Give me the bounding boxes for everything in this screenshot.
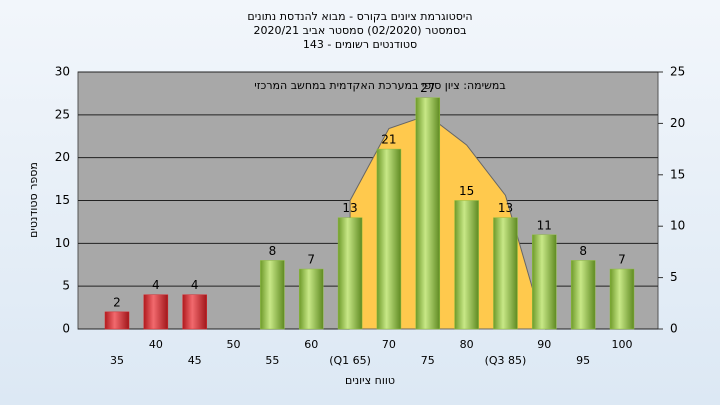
- bar: [415, 97, 441, 330]
- bar: [493, 217, 518, 330]
- y2-tick-label: 25: [670, 65, 685, 79]
- x-tick-label: 40: [149, 338, 163, 351]
- x-tick-label: (Q3 85): [485, 354, 527, 367]
- y2-tick-label: 15: [670, 167, 685, 181]
- y-axis-label: מספר סטודנטים: [27, 162, 40, 238]
- data-label: 15: [459, 184, 474, 198]
- bar: [570, 260, 596, 330]
- annotation: במשימה: ציון סופי במערכת האקדמית במחשב ה…: [254, 79, 505, 92]
- y-tick-label: 25: [55, 107, 70, 121]
- y-tick-label: 10: [55, 236, 70, 250]
- x-tick-label: 75: [421, 354, 435, 367]
- bar: [182, 294, 207, 330]
- data-label: 8: [579, 244, 587, 258]
- y-tick-label: 0: [62, 322, 70, 336]
- y2-tick-label: 0: [670, 322, 678, 336]
- data-label: 7: [618, 253, 626, 267]
- bar: [609, 268, 635, 330]
- y2-tick-label: 10: [670, 219, 685, 233]
- chart-subtitle: סטודנטים רשומים - 143: [303, 38, 417, 51]
- y2-tick-label: 5: [670, 270, 678, 284]
- x-tick-label: 45: [188, 354, 202, 367]
- data-label: 7: [307, 253, 315, 267]
- data-label: 8: [269, 244, 277, 258]
- y-tick-label: 30: [55, 65, 70, 79]
- x-tick-label: (Q1 65): [329, 354, 371, 367]
- x-tick-label: 80: [460, 338, 474, 351]
- x-tick-label: 100: [612, 338, 633, 351]
- bar: [260, 260, 285, 330]
- data-label: 21: [381, 133, 396, 147]
- data-label: 13: [342, 201, 357, 215]
- x-tick-label: 50: [227, 338, 241, 351]
- chart-subtitle: בסמסטר (02/2020) סמסטר אביב 2020/21: [253, 24, 466, 37]
- bar: [376, 148, 402, 330]
- y2-tick-label: 20: [670, 116, 685, 130]
- bar: [104, 311, 130, 330]
- bar: [143, 294, 169, 330]
- x-tick-label: 95: [576, 354, 590, 367]
- bar: [454, 200, 479, 330]
- data-label: 13: [498, 201, 513, 215]
- bar: [337, 217, 363, 330]
- bar: [532, 234, 557, 330]
- x-tick-label: 90: [537, 338, 551, 351]
- y-tick-label: 15: [55, 193, 70, 207]
- data-label: 27: [420, 81, 435, 95]
- y-tick-label: 20: [55, 150, 70, 164]
- data-label: 11: [537, 218, 552, 232]
- data-label: 4: [152, 278, 160, 292]
- x-axis-label: טווח ציונים: [345, 374, 395, 387]
- x-tick-label: 60: [304, 338, 318, 351]
- bar: [298, 268, 324, 330]
- data-label: 2: [113, 295, 121, 309]
- x-tick-label: 55: [265, 354, 279, 367]
- x-tick-label: 35: [110, 354, 124, 367]
- x-tick-label: 70: [382, 338, 396, 351]
- y-tick-label: 5: [62, 279, 70, 293]
- chart-title: היסטוגרמת ציונים בקורס - מבוא להנדסת נתו…: [247, 10, 472, 23]
- data-label: 4: [191, 278, 199, 292]
